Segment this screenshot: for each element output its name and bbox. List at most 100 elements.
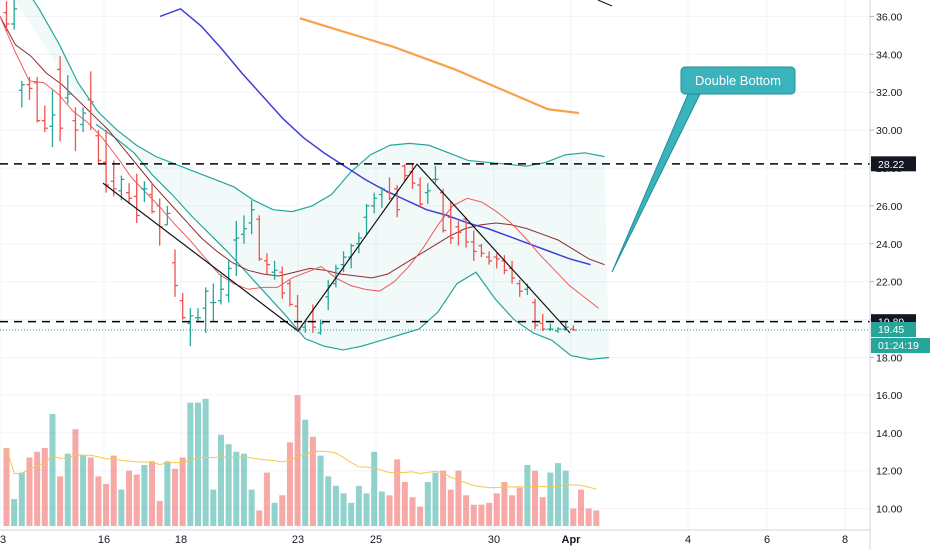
volume-bar <box>26 457 33 526</box>
level-price-label: 28.22 <box>878 159 904 171</box>
volume-bar <box>547 472 554 526</box>
ohlc-bar <box>195 308 201 322</box>
volume-bar <box>447 489 454 526</box>
volume-bar <box>240 453 247 526</box>
bollinger-fill <box>14 0 609 360</box>
ohlc-bar <box>532 298 539 330</box>
volume-bar <box>41 448 48 526</box>
ohlc-bar <box>302 320 309 333</box>
ohlc-bar <box>447 202 454 244</box>
ohlc-bar <box>72 107 79 151</box>
volume-bar <box>555 463 562 526</box>
ma-orange-line <box>299 17 580 115</box>
time-tick-label: 16 <box>98 534 110 546</box>
ohlc-bar <box>118 175 125 201</box>
volume-bar <box>478 504 485 526</box>
price-tick-label: 22.00 <box>876 277 902 289</box>
volume-bar <box>378 491 385 526</box>
volume-bar <box>340 493 347 526</box>
volume-bar <box>110 455 117 526</box>
ohlc-bar <box>133 173 140 223</box>
ohlc-bar <box>332 264 339 288</box>
ohlc-bar <box>164 205 171 226</box>
ohlc-bar <box>378 186 385 208</box>
ohlc-bar <box>455 221 462 246</box>
price-tick-label: 26.00 <box>876 201 902 213</box>
last-price-label: 19.45 <box>878 324 904 336</box>
volume-bar <box>539 497 546 526</box>
ohlc-bar <box>57 56 64 142</box>
volume-bar <box>233 451 240 526</box>
volume-bar <box>493 493 500 526</box>
volume-bar <box>34 451 41 526</box>
ohlc-bar <box>417 177 424 208</box>
volume-bar <box>64 453 71 526</box>
ohlc-bar <box>41 105 48 132</box>
ohlc-bar <box>363 204 370 235</box>
ohlc-bar <box>64 75 71 104</box>
volume-tick-label: 12.00 <box>876 466 902 478</box>
ohlc-bar <box>394 185 401 218</box>
volume-bar <box>302 419 309 526</box>
ohlc-bar <box>3 1 10 32</box>
volume-bar <box>286 442 293 526</box>
ma-slow-line <box>0 16 605 279</box>
pattern-line <box>102 163 571 334</box>
time-tick-label: 6 <box>764 534 770 546</box>
volume-bar <box>470 504 477 526</box>
time-tick-label: Apr <box>562 534 582 546</box>
last-price-label-bg <box>871 322 916 338</box>
volume-bar <box>570 508 577 526</box>
ohlc-bar <box>279 266 286 299</box>
bollinger-upper <box>32 0 605 213</box>
volume-ma-line <box>6 447 597 490</box>
time-tick-label: 13 <box>0 534 6 546</box>
volume-bar <box>486 502 493 526</box>
volume-bar <box>217 434 224 526</box>
volume-bar <box>80 455 87 526</box>
ma-blue-line <box>159 7 591 266</box>
volume-bar <box>463 495 470 526</box>
ohlc-bar <box>179 293 186 320</box>
ohlc-bar <box>187 308 194 347</box>
price-tick-label: 34.00 <box>876 49 902 61</box>
price-tick-label: 18.00 <box>876 353 902 365</box>
ohlc-bar <box>95 130 102 165</box>
ohlc-bar <box>486 251 493 265</box>
ohlc-bar <box>202 287 209 333</box>
volume-bar <box>401 482 408 526</box>
volume-bar <box>118 489 125 526</box>
volume-bar <box>210 489 217 526</box>
volume-bar <box>3 448 10 526</box>
volume-bar <box>248 489 255 526</box>
countdown-label: 01:24:19 <box>878 340 919 352</box>
ohlc-bar <box>49 90 56 148</box>
price-tick-label: 32.00 <box>876 87 902 99</box>
level-price-label-bg <box>871 156 916 172</box>
ohlc-bar <box>463 217 470 248</box>
volume-bar <box>279 495 286 526</box>
annotation-text: Double Bottom <box>695 73 781 88</box>
volume-bar <box>172 468 179 526</box>
ohlc-bar <box>516 279 523 297</box>
volume-bar <box>103 483 110 526</box>
volume-bar <box>432 472 439 526</box>
price-tick-label: 30.00 <box>876 125 902 137</box>
volume-bar <box>156 500 163 526</box>
ohlc-bar <box>141 181 148 203</box>
volume-bar <box>371 451 378 526</box>
volume-bar <box>578 489 584 526</box>
time-tick-label: 30 <box>488 534 500 546</box>
ohlc-bar <box>256 215 263 261</box>
volume-bar <box>363 493 370 526</box>
volume-bar <box>149 461 156 526</box>
volume-bar <box>440 470 447 526</box>
ohlc-bar <box>263 253 270 275</box>
volume-bar <box>141 465 148 526</box>
ohlc-bar <box>210 283 217 322</box>
time-tick-label: 8 <box>842 534 848 546</box>
ohlc-bar <box>11 0 18 30</box>
ohlc-bar <box>110 160 117 197</box>
